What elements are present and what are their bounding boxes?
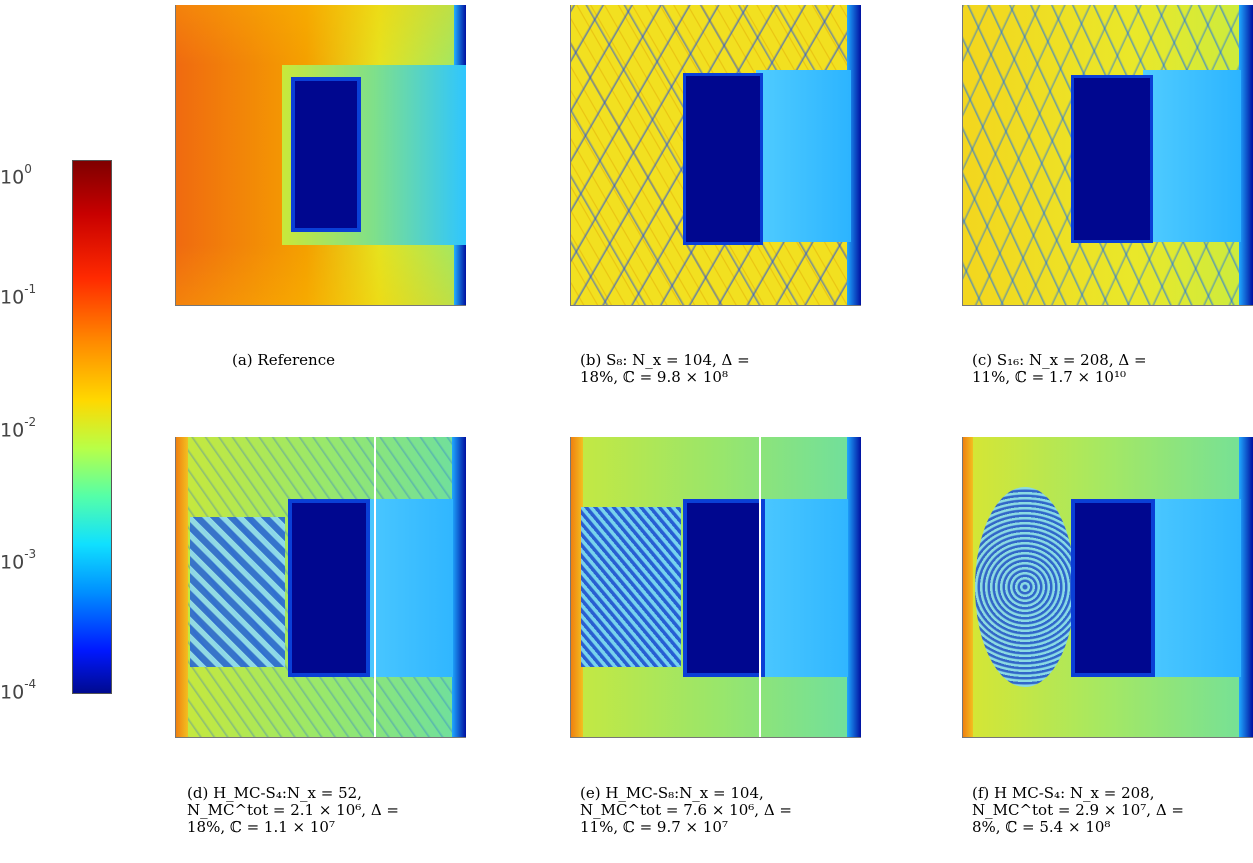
panel-d — [175, 437, 466, 742]
colorbar-tick-label: 100 — [0, 162, 32, 189]
panel-a-heatmap — [175, 5, 466, 306]
panel-e-seam — [759, 437, 761, 737]
colorbar-tick-label: 10-1 — [0, 282, 37, 309]
panel-c — [962, 5, 1253, 310]
panel-e — [570, 437, 861, 742]
colorbar-tick-label: 10-3 — [0, 547, 37, 574]
panel-d-seam — [374, 437, 376, 737]
colorbar-gradient — [72, 160, 112, 694]
panel-e-caption: (e) H_MC-S₈:N_x = 104, N_MC^tot = 7.6 × … — [580, 784, 792, 836]
panel-e-heatmap — [570, 437, 861, 738]
panel-b-heatmap — [570, 5, 861, 306]
panel-d-caption: (d) H_MC-S₄:N_x = 52, N_MC^tot = 2.1 × 1… — [187, 784, 399, 836]
colorbar-tick-label: 10-2 — [0, 415, 37, 442]
panel-f-heatmap — [962, 437, 1253, 738]
panel-a-caption: (a) Reference — [232, 351, 336, 369]
panel-a — [175, 5, 466, 310]
panel-b-caption: (b) S₈: N_x = 104, Δ = 18%, ℂ = 9.8 × 10… — [580, 351, 750, 386]
panel-c-heatmap — [962, 5, 1253, 306]
panel-f — [962, 437, 1253, 742]
panel-b — [570, 5, 861, 310]
panel-d-heatmap — [175, 437, 466, 738]
panel-c-caption: (c) S₁₆: N_x = 208, Δ = 11%, ℂ = 1.7 × 1… — [972, 351, 1147, 386]
panel-f-caption: (f) H MC-S₄: N_x = 208, N_MC^tot = 2.9 ×… — [972, 784, 1184, 836]
colorbar-tick-label: 10-4 — [0, 677, 37, 704]
